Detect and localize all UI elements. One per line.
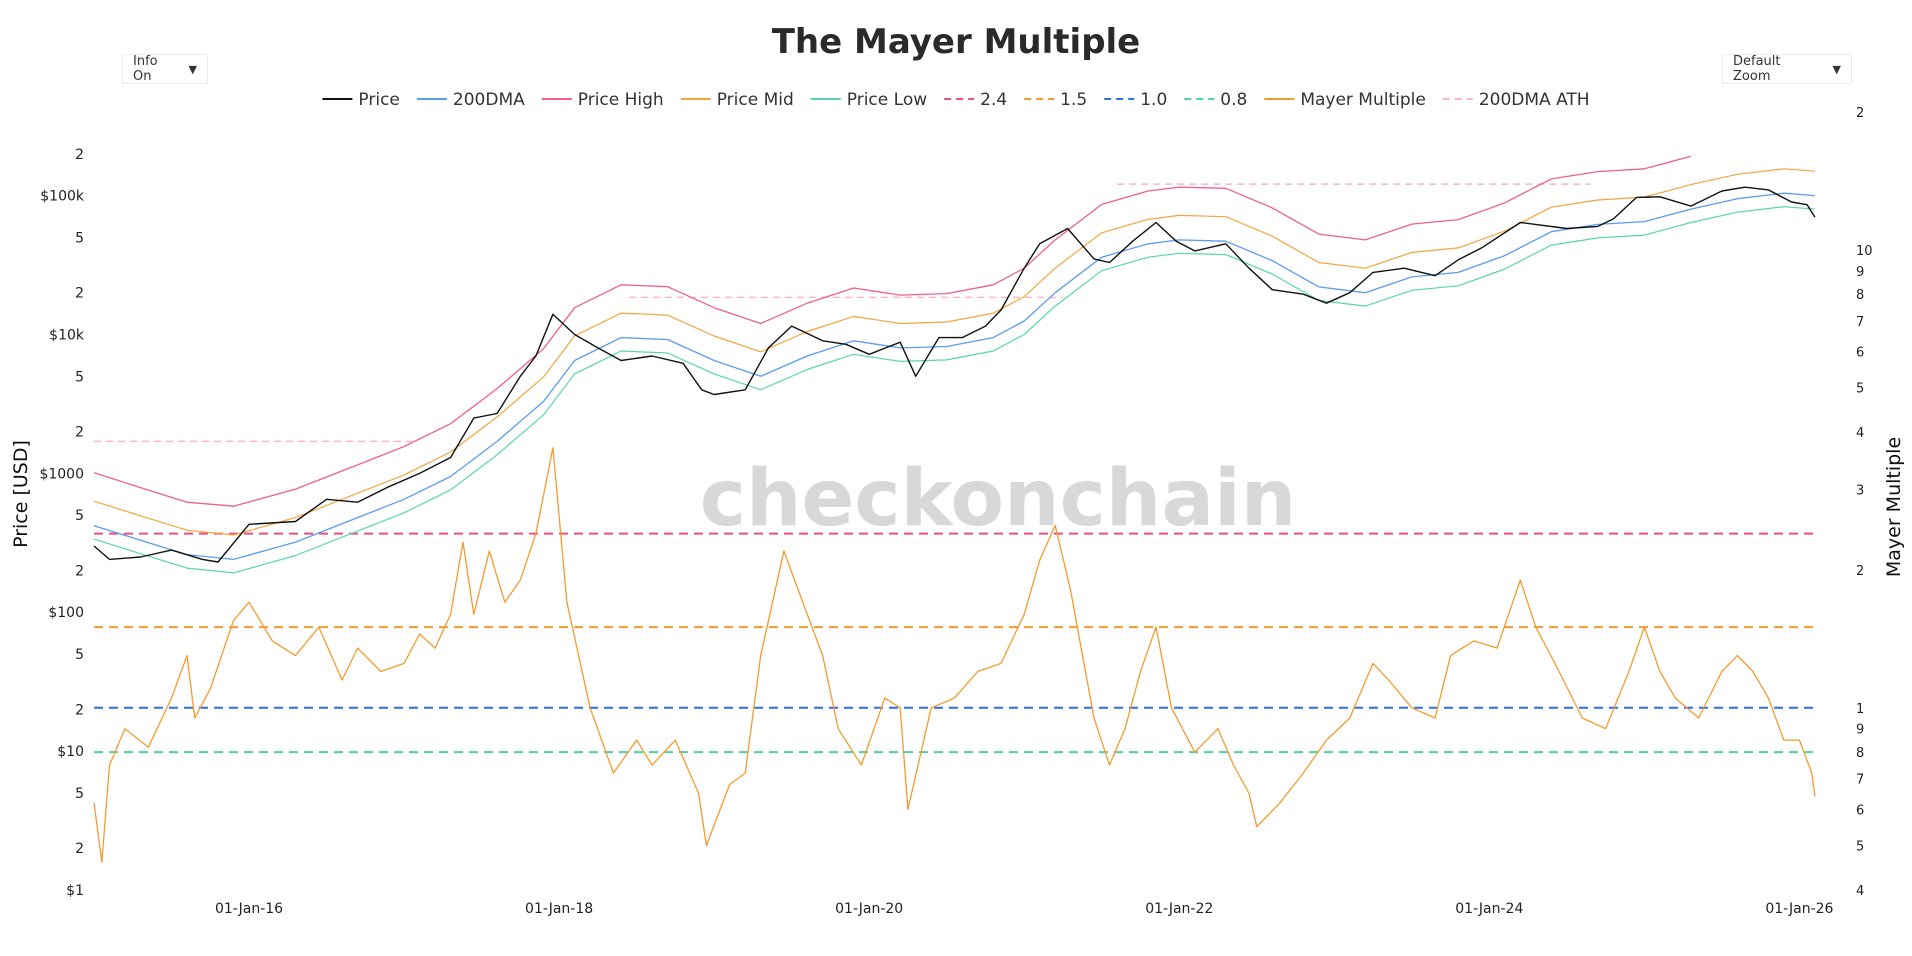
- legend-item-price_low[interactable]: Price Low: [810, 90, 927, 110]
- y-right-tick-label: 5: [1856, 382, 1864, 397]
- legend-item-band_24[interactable]: 2.4: [944, 90, 1007, 110]
- y-left-tick-label: $100k: [40, 189, 85, 205]
- y-right-tick-label: 7: [1856, 315, 1864, 330]
- y-right-tick-label: 10: [1856, 244, 1873, 259]
- legend-label: 1.5: [1060, 90, 1087, 110]
- legend-item-band_15[interactable]: 1.5: [1024, 90, 1087, 110]
- y-left-tick-label: $10k: [49, 327, 85, 343]
- y-left-tick-label: 5: [75, 786, 84, 802]
- legend-label: 200DMA: [453, 90, 525, 110]
- legend-item-price_high[interactable]: Price High: [541, 90, 664, 110]
- watermark: checkonchain: [700, 454, 1296, 544]
- y-right-tick-label: 2: [1856, 106, 1864, 121]
- x-tick-label: 01-Jan-18: [525, 901, 593, 917]
- y-right-tick-label: 2: [1856, 564, 1864, 579]
- y-right-tick-label: 3: [1856, 483, 1864, 498]
- legend-item-dma200[interactable]: 200DMA: [416, 90, 525, 110]
- series-line-price_high: [93, 155, 1692, 507]
- legend-label: Price: [358, 90, 399, 110]
- y-left-tick-label: 2: [75, 841, 84, 857]
- series-line-mayer: [93, 446, 1816, 863]
- y-right-tick-label: 9: [1856, 265, 1864, 280]
- info-toggle-dropdown[interactable]: Info On ▼: [122, 54, 208, 84]
- y-left-tick-label: 5: [75, 369, 84, 385]
- series-line-price: [93, 186, 1816, 563]
- y-right-tick-label: 1: [1856, 702, 1864, 717]
- y-right-tick-label: 7: [1856, 773, 1864, 788]
- series-line-price_mid: [93, 168, 1815, 536]
- legend-label: 0.8: [1220, 90, 1247, 110]
- y-left-tick-label: 2: [75, 147, 84, 163]
- series-line-price_low: [93, 206, 1815, 574]
- y-left-tick-label: $100: [48, 605, 84, 621]
- y-right-tick-label: 4: [1856, 426, 1864, 441]
- legend-label: Price Low: [847, 90, 927, 110]
- x-tick-label: 01-Jan-20: [835, 901, 903, 917]
- y-left-tick-label: 2: [75, 425, 84, 441]
- y-left-tick-label: 5: [75, 647, 84, 663]
- y-right-axis-title: Mayer Multiple: [1883, 437, 1905, 577]
- chevron-down-icon: ▼: [1832, 62, 1841, 76]
- legend-label: Price Mid: [717, 90, 794, 110]
- chevron-down-icon: ▼: [188, 62, 197, 76]
- legend-label: 200DMA ATH: [1479, 90, 1590, 110]
- y-right-tick-label: 4: [1856, 884, 1864, 899]
- legend-item-price[interactable]: Price: [322, 90, 400, 110]
- y-right-tick-label: 8: [1856, 746, 1864, 761]
- legend-label: 1.0: [1140, 90, 1167, 110]
- chart-title: The Mayer Multiple: [771, 22, 1141, 62]
- y-left-tick-label: 5: [75, 508, 84, 524]
- y-left-tick-label: $1: [66, 883, 84, 899]
- y-left-tick-label: $1000: [39, 466, 84, 482]
- legend-label: Price High: [578, 90, 664, 110]
- y-left-tick-label: 5: [75, 230, 84, 246]
- y-right-tick-label: 9: [1856, 723, 1864, 738]
- legend-item-band_08[interactable]: 0.8: [1184, 90, 1247, 110]
- zoom-dropdown[interactable]: Default Zoom ▼: [1722, 54, 1852, 84]
- y-right-tick-label: 6: [1856, 803, 1864, 818]
- x-tick-label: 01-Jan-26: [1765, 901, 1833, 917]
- y-left-tick-label: 2: [75, 563, 84, 579]
- y-right-tick-label: 5: [1856, 840, 1864, 855]
- legend-label: Mayer Multiple: [1300, 90, 1426, 110]
- x-tick-label: 01-Jan-22: [1145, 901, 1213, 917]
- legend-item-dma_ath[interactable]: 200DMA ATH: [1442, 90, 1590, 110]
- y-left-tick-label: 2: [75, 702, 84, 718]
- y-left-tick-label: $10: [57, 744, 84, 760]
- legend-label: 2.4: [980, 90, 1007, 110]
- info-dropdown-label: Info On: [133, 54, 158, 84]
- y-left-tick-label: 2: [75, 286, 84, 302]
- y-left-axis-title: Price [USD]: [10, 440, 32, 548]
- legend-item-mayer[interactable]: Mayer Multiple: [1264, 90, 1426, 110]
- x-tick-label: 01-Jan-24: [1455, 901, 1523, 917]
- legend-item-band_10[interactable]: 1.0: [1104, 90, 1167, 110]
- y-right-tick-label: 6: [1856, 345, 1864, 360]
- zoom-dropdown-label: Default Zoom: [1733, 54, 1781, 84]
- series-line-dma200: [93, 192, 1815, 561]
- x-tick-label: 01-Jan-16: [215, 901, 283, 917]
- y-right-tick-label: 8: [1856, 288, 1864, 303]
- legend-item-price_mid[interactable]: Price Mid: [680, 90, 794, 110]
